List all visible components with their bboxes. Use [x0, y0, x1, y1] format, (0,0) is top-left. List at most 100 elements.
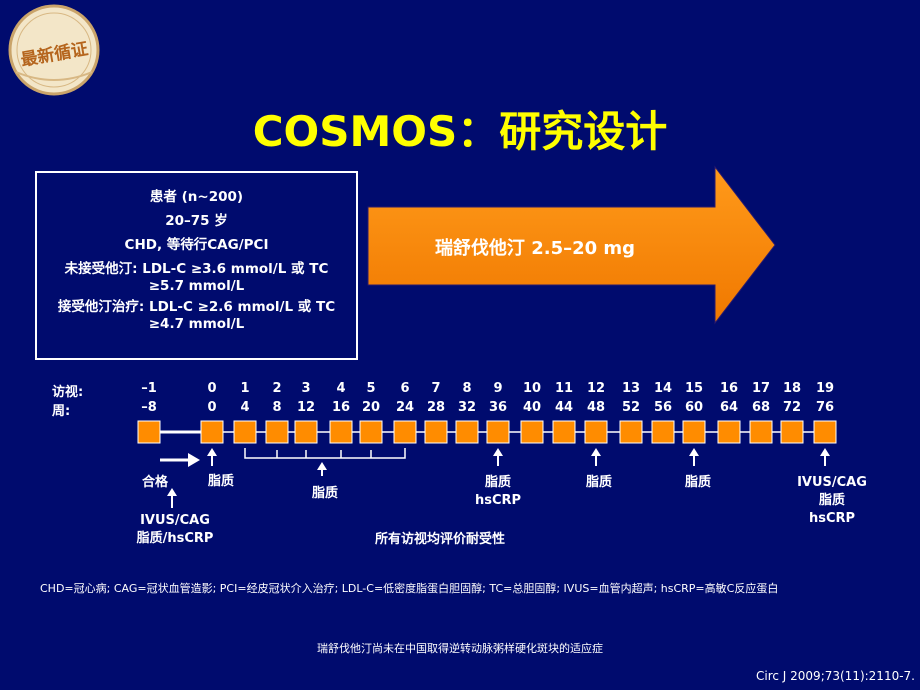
- patient-criteria-box: 患者 (n~200) 20–75 岁 CHD, 等待行CAG/PCI 未接受他汀…: [35, 171, 358, 360]
- visit-marker-11: [552, 420, 576, 444]
- week-number-8: 28: [426, 400, 446, 415]
- visit-number-10: 9: [493, 381, 503, 396]
- visit-marker-2: [265, 420, 289, 444]
- statin-treated-line-2: ≥4.7 mmol/L: [148, 316, 245, 332]
- visit-marker-16: [717, 420, 741, 444]
- visit-marker-1: [233, 420, 257, 444]
- week-number-6: 20: [361, 400, 381, 415]
- week-number-16: 60: [684, 400, 704, 415]
- visit-number-2: 1: [240, 381, 250, 396]
- visit-marker-17: [749, 420, 773, 444]
- arrow-right-icon: [188, 453, 200, 467]
- visit-number-19: 18: [782, 381, 802, 396]
- evidence-badge-icon: [8, 4, 100, 96]
- week-number-18: 68: [751, 400, 771, 415]
- visit-marker-18: [780, 420, 804, 444]
- qualify-label: 合格: [141, 475, 168, 490]
- treatment-arrow-icon: [367, 165, 776, 325]
- week-number-1: 0: [207, 400, 217, 415]
- visit-marker-0: [200, 420, 224, 444]
- lipids-bracket-label: 脂质: [311, 486, 338, 501]
- visit-number-16: 15: [684, 381, 704, 396]
- v9-hscrp: hsCRP: [474, 493, 522, 508]
- visit-marker-19: [813, 420, 837, 444]
- lipids-v0-label: 脂质: [207, 474, 234, 489]
- week-number-14: 52: [621, 400, 641, 415]
- week-number-3: 8: [272, 400, 282, 415]
- visit-marker-–1: [137, 420, 161, 444]
- tolerability-note: 所有访视均评价耐受性: [374, 532, 505, 547]
- visit-marker-15: [682, 420, 706, 444]
- visit-number-12: 11: [554, 381, 574, 396]
- statin-treated-line-1: 接受他汀治疗: LDL-C ≥2.6 mmol/L 或 TC: [57, 299, 336, 315]
- patient-count: 患者 (n~200): [149, 189, 244, 205]
- statin-naive-criterion: 未接受他汀: LDL-C ≥3.6 mmol/L 或 TC ≥5.7 mmol/…: [37, 261, 356, 295]
- visit-marker-9: [486, 420, 510, 444]
- v9-lipids: 脂质: [484, 475, 511, 490]
- week-number-5: 16: [331, 400, 351, 415]
- arrow-up-v9-icon: [493, 448, 503, 456]
- arrow-up-v15-icon: [689, 448, 699, 456]
- v19-ivus-cag: IVUS/CAG: [797, 475, 867, 490]
- v12-label: 脂质: [585, 475, 612, 490]
- week-number-11: 40: [522, 400, 542, 415]
- visit-number-11: 10: [522, 381, 542, 396]
- week-number-12: 44: [554, 400, 574, 415]
- visit-row-label: 访视:: [52, 385, 84, 400]
- week-number-4: 12: [296, 400, 316, 415]
- visit-number-4: 3: [301, 381, 311, 396]
- visit-marker-3: [294, 420, 318, 444]
- v9-label: 脂质 hsCRP: [438, 474, 558, 510]
- visit-number-15: 14: [653, 381, 673, 396]
- arrow-up-bracket-icon: [317, 462, 327, 470]
- visit-number-3: 2: [272, 381, 282, 396]
- citation: Circ J 2009;73(11):2110-7.: [756, 669, 915, 683]
- baseline-ivus-cag: IVUS/CAG: [140, 513, 210, 528]
- lipid-bracket: [244, 448, 406, 459]
- arrow-up-baseline-icon: [167, 488, 177, 496]
- visit-number-18: 17: [751, 381, 771, 396]
- visit-number-14: 13: [621, 381, 641, 396]
- week-number-15: 56: [653, 400, 673, 415]
- abbreviation-footnote: CHD=冠心病; CAG=冠状血管造影; PCI=经皮冠状介入治疗; LDL-C…: [40, 582, 779, 595]
- week-number-17: 64: [719, 400, 739, 415]
- week-number-2: 4: [240, 400, 250, 415]
- visit-marker-8: [455, 420, 479, 444]
- week-number-0: –8: [141, 400, 157, 415]
- v15-label: 脂质: [684, 475, 711, 490]
- visit-marker-14: [651, 420, 675, 444]
- visit-marker-4: [329, 420, 353, 444]
- timeline-graphic: [137, 420, 837, 508]
- visit-number-0: –1: [141, 381, 157, 396]
- visit-marker-6: [393, 420, 417, 444]
- arrow-up-v19-icon: [820, 448, 830, 456]
- week-number-19: 72: [782, 400, 802, 415]
- week-number-13: 48: [586, 400, 606, 415]
- week-number-9: 32: [457, 400, 477, 415]
- visit-number-17: 16: [719, 381, 739, 396]
- visit-number-13: 12: [586, 381, 606, 396]
- v19-lipids: 脂质: [818, 493, 845, 508]
- arrow-up-v12-icon: [591, 448, 601, 456]
- visit-number-20: 19: [815, 381, 835, 396]
- statin-naive-line-2: ≥5.7 mmol/L: [148, 278, 245, 294]
- treatment-label: 瑞舒伐他汀 2.5–20 mg: [434, 238, 636, 259]
- visit-number-8: 7: [431, 381, 441, 396]
- page-title: COSMOS：研究设计: [252, 107, 668, 156]
- chd-criterion: CHD, 等待行CAG/PCI: [124, 237, 269, 253]
- age-range: 20–75 岁: [165, 213, 228, 229]
- statin-naive-line-1: 未接受他汀: LDL-C ≥3.6 mmol/L 或 TC: [64, 261, 329, 277]
- visit-number-5: 4: [336, 381, 346, 396]
- visit-marker-5: [359, 420, 383, 444]
- visit-marker-7: [424, 420, 448, 444]
- visit-marker-10: [520, 420, 544, 444]
- indication-warning: 瑞舒伐他汀尚未在中国取得逆转动脉粥样硬化斑块的适应症: [317, 642, 603, 655]
- visit-marker-12: [584, 420, 608, 444]
- week-number-7: 24: [395, 400, 415, 415]
- visit-number-9: 8: [462, 381, 472, 396]
- visit-number-6: 5: [366, 381, 376, 396]
- baseline-imaging-label: IVUS/CAG 脂质/hsCRP: [115, 512, 235, 548]
- visit-number-1: 0: [207, 381, 217, 396]
- v19-hscrp: hsCRP: [808, 511, 856, 526]
- week-number-10: 36: [488, 400, 508, 415]
